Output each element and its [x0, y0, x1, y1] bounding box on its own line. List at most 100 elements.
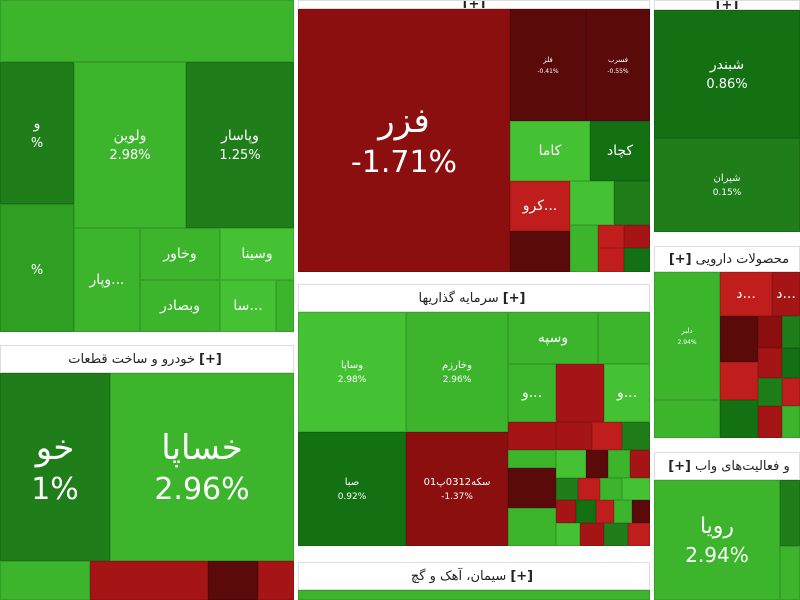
tile-auto-a[interactable]	[0, 561, 90, 600]
tile-dd1[interactable]: د...	[720, 272, 772, 316]
tile-kaama[interactable]: کاما	[510, 121, 590, 181]
tile-ref-s7[interactable]	[598, 248, 624, 272]
tile-inv-s15[interactable]	[600, 478, 622, 500]
tile-ph-s5[interactable]	[758, 348, 782, 378]
tile-ph-s6[interactable]	[782, 348, 800, 378]
tile-vbsadr[interactable]: وبصادر	[140, 280, 220, 332]
tile-small[interactable]	[276, 280, 294, 332]
tile-ref-s8[interactable]	[624, 248, 650, 272]
tile-dalbor[interactable]: دلبر 2.94%	[654, 272, 720, 400]
tile-ref-s6[interactable]	[624, 225, 650, 248]
tile-inv-s19[interactable]	[576, 500, 596, 523]
tile-kchad[interactable]: کچاد	[590, 121, 650, 181]
tile-inv-s3[interactable]	[508, 422, 556, 450]
tile-sv-s1[interactable]	[780, 480, 800, 546]
tile-vsina[interactable]: وسینا	[220, 228, 294, 280]
sector-header-services[interactable]: [+] و فعالیت‌های واب	[654, 452, 800, 480]
expand-button[interactable]: [+]	[668, 251, 692, 267]
expand-button[interactable]: [+]	[462, 0, 486, 9]
tile-inv-s22[interactable]	[632, 500, 650, 523]
tile-ref-s4[interactable]	[570, 225, 598, 272]
expand-button[interactable]: [+]	[715, 0, 739, 10]
tile-inv-s9[interactable]	[586, 450, 608, 478]
tile-ref-s1[interactable]	[570, 181, 614, 225]
tile-royaa[interactable]: رویا 2.94%	[654, 480, 780, 600]
tile-top-left[interactable]	[0, 0, 294, 62]
sector-header-investment[interactable]: سرمایه گذاریها [+]	[298, 284, 650, 312]
tile-ref-s2[interactable]	[614, 181, 650, 225]
tile-inv-s21[interactable]	[614, 500, 632, 523]
tile-inv-s25[interactable]	[604, 523, 628, 546]
tile-cement-strip[interactable]	[298, 590, 650, 600]
expand-button[interactable]: [+]	[502, 290, 526, 306]
tile-inv-s6[interactable]	[622, 422, 650, 450]
tile-khodro[interactable]: خو 1%	[0, 373, 110, 561]
tile-inv-s16[interactable]	[622, 478, 650, 500]
tile-ph-s9[interactable]	[654, 400, 720, 438]
tile-small-b[interactable]: فسرب -0.55%	[586, 9, 650, 121]
tile-kro[interactable]: کرو...	[510, 181, 570, 231]
tile-ph-s7[interactable]	[758, 378, 782, 406]
tile-inv-s13[interactable]	[556, 478, 578, 500]
tile-vo1[interactable]: و...	[508, 364, 556, 422]
expand-button[interactable]: [+]	[510, 568, 534, 584]
tile-ref-s3[interactable]	[510, 231, 570, 272]
tile-left-edge[interactable]: و %	[0, 62, 74, 204]
tile-inv-s26[interactable]	[628, 523, 650, 546]
tile-auto-d[interactable]	[258, 561, 294, 600]
tile-shiran[interactable]: شیران 0.15%	[654, 138, 800, 232]
tile-inv-s4[interactable]	[556, 422, 592, 450]
tile-ph-s2[interactable]	[758, 316, 782, 348]
tile-inv-s23[interactable]	[556, 523, 580, 546]
sector-header-pharma[interactable]: [+] محصولات دارویی	[654, 246, 800, 272]
tile-inv-s11[interactable]	[630, 450, 650, 478]
tile-fazr[interactable]: فزر -1.71%	[298, 9, 510, 272]
tile-inv-s20[interactable]	[596, 500, 614, 523]
tile-ph-s4[interactable]	[720, 362, 758, 400]
tile-inv-s7[interactable]	[508, 450, 556, 468]
tile-inv-s17[interactable]	[508, 508, 556, 546]
tile-ph-s11[interactable]	[758, 406, 782, 438]
tile-vpar[interactable]: وپار...	[74, 228, 140, 332]
tile-left-edge-2[interactable]: %	[0, 204, 74, 332]
tile-inv-s5[interactable]	[592, 422, 622, 450]
tile-ph-s10[interactable]	[720, 400, 758, 438]
tile-vpasar[interactable]: وپاسار 1.25%	[186, 62, 294, 228]
tile-auto-b[interactable]	[90, 561, 208, 600]
tile-vkharazm[interactable]: وخارزم 2.96%	[406, 312, 508, 432]
tile-vkhaavar[interactable]: وخاور	[140, 228, 220, 280]
expand-button[interactable]: [+]	[199, 351, 222, 367]
tile-auto-c[interactable]	[208, 561, 258, 600]
tile-inv-s2[interactable]	[556, 364, 604, 422]
tile-vo2[interactable]: و...	[604, 364, 650, 422]
tile-ph-s12[interactable]	[782, 406, 800, 438]
tile-inv-s8[interactable]	[556, 450, 586, 478]
sector-header-refinery[interactable]: [+]	[298, 0, 650, 9]
tile-ph-s1[interactable]	[720, 316, 758, 362]
tile-inv-s12[interactable]	[508, 468, 556, 508]
sector-header-metals[interactable]: [+]	[654, 0, 800, 10]
tile-shbandar[interactable]: شبندر 0.86%	[654, 10, 800, 138]
tile-dd2[interactable]: د...	[772, 272, 800, 316]
tile-saa[interactable]: سا...	[220, 280, 276, 332]
tile-inv-s24[interactable]	[580, 523, 604, 546]
tile-inv-s1[interactable]	[598, 312, 650, 364]
expand-button[interactable]: [+]	[668, 458, 691, 474]
tile-sv-s2[interactable]	[780, 546, 800, 600]
tile-symbol: خساپا	[161, 427, 243, 468]
tile-khesapa[interactable]: خساپا 2.96%	[110, 373, 294, 561]
tile-inv-s18[interactable]	[556, 500, 576, 523]
tile-inv-s10[interactable]	[608, 450, 630, 478]
tile-valvin[interactable]: ولوین 2.98%	[74, 62, 186, 228]
tile-small-a[interactable]: فلز -0.41%	[510, 9, 586, 121]
tile-ref-s5[interactable]	[598, 225, 624, 248]
sector-header-cement[interactable]: سیمان، آهک و گچ [+]	[298, 562, 650, 590]
tile-sekeh[interactable]: سکه0312پ01 -1.37%	[406, 432, 508, 546]
tile-ph-s3[interactable]	[782, 316, 800, 348]
tile-sba[interactable]: صبا 0.92%	[298, 432, 406, 546]
tile-ph-s8[interactable]	[782, 378, 800, 406]
tile-vsepeh[interactable]: وسپه	[508, 312, 598, 364]
tile-inv-s14[interactable]	[578, 478, 600, 500]
tile-vsapa[interactable]: وساپا 2.98%	[298, 312, 406, 432]
sector-header-automobile[interactable]: خودرو و ساخت قطعات [+]	[0, 345, 294, 373]
